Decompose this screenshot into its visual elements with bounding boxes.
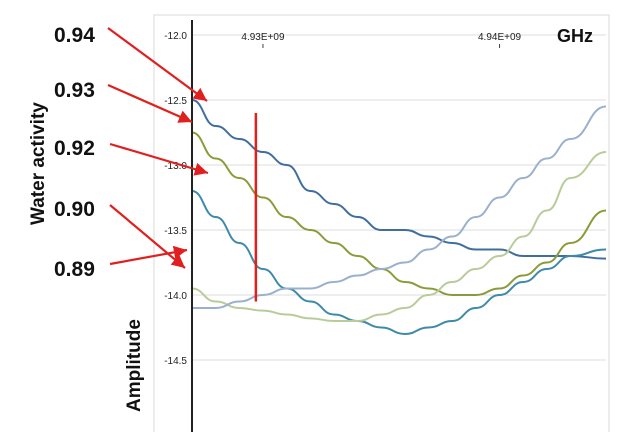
wa-label-0.92: 0.92: [54, 137, 95, 160]
y-tick-label-3: -13.5: [164, 226, 187, 237]
wa-label-0.94: 0.94: [54, 24, 95, 47]
x-tick-label-0: 4.93E+09: [241, 32, 285, 43]
series-line-0.89: [191, 105, 607, 309]
series-line-0.92: [191, 190, 607, 336]
series-line-0.93: [191, 131, 607, 296]
x-tick-labels: 4.93E+09 4.94E+09: [241, 32, 522, 48]
y-tick-labels: -12.0 -12.5 -13.0 -13.5 -14.0 -14.5: [164, 31, 187, 367]
plot-area: [153, 14, 610, 432]
y-tick-label-2: -13.0: [164, 161, 187, 172]
y-tick-label-5: -14.5: [164, 356, 187, 367]
wa-label-0.93: 0.93: [54, 79, 95, 102]
y-tick-label-0: -12.0: [164, 31, 187, 42]
series-line-0.94: [191, 99, 607, 260]
wa-label-0.89: 0.89: [54, 258, 95, 281]
arrow-0.93: [107, 83, 193, 124]
y-tick-label-1: -12.5: [164, 96, 187, 107]
arrow-0.89: [109, 245, 188, 266]
annotation-arrows: [107, 27, 209, 269]
series-line-0.90: [191, 151, 607, 322]
arrow-0.90: [109, 204, 186, 269]
arrow-0.94: [107, 27, 208, 102]
y-axis-title: Amplitude: [124, 319, 145, 412]
wa-label-0.90: 0.90: [54, 198, 95, 221]
x-unit-label: GHz: [557, 26, 593, 46]
arrow-0.92: [109, 142, 209, 176]
y-tick-label-4: -14.0: [164, 291, 187, 302]
series-lines: [191, 99, 607, 336]
water-activity-title: Water activity: [28, 102, 49, 225]
x-tick-label-1: 4.94E+09: [478, 32, 522, 43]
